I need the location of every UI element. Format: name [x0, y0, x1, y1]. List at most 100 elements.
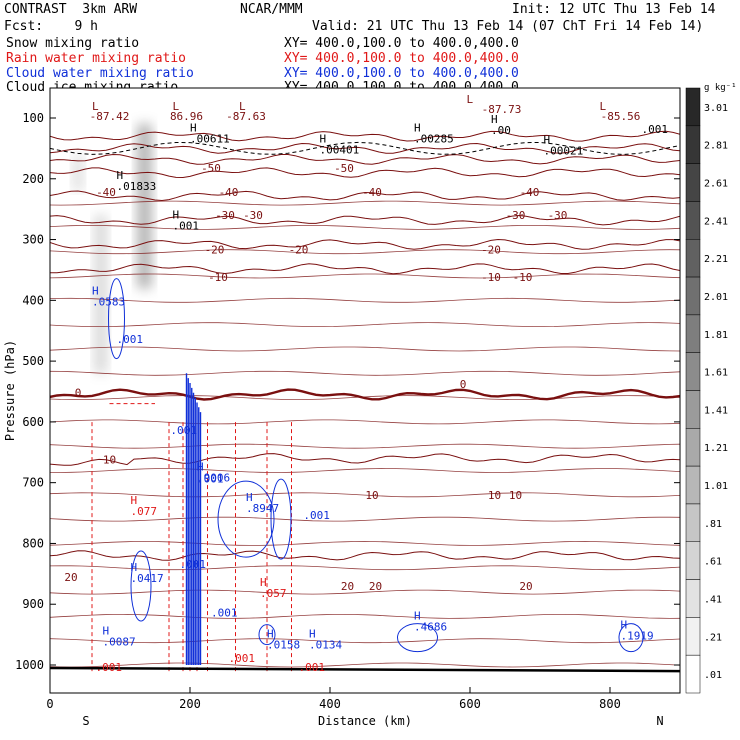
- colorbar-swatch: [685, 654, 701, 694]
- endpoint-left-label: S: [82, 714, 89, 728]
- extremum-value: .8947: [246, 502, 279, 515]
- isotherm-label: 86.96: [170, 110, 203, 123]
- isotherm-label: 20: [369, 580, 382, 593]
- isotherm: [50, 224, 680, 230]
- x-tick-label: 800: [599, 697, 621, 711]
- isotherm-label: -40: [96, 186, 116, 199]
- isotherm-label: -10: [513, 271, 533, 284]
- isotherm-label: 20: [341, 580, 354, 593]
- colorbar-label: .41: [704, 594, 722, 605]
- colorbar-label: .61: [704, 557, 722, 568]
- colorbar-swatch: [685, 239, 701, 278]
- extremum-value: .00021: [544, 145, 584, 158]
- extremum-marker: L: [600, 100, 607, 113]
- isotherm: [50, 370, 680, 376]
- extremum-marker: H: [544, 134, 551, 147]
- init-time: Init: 12 UTC Thu 13 Feb 14: [512, 2, 716, 17]
- model-title: CONTRAST 3km ARW: [4, 2, 138, 17]
- y-tick-label: 1000: [15, 658, 44, 672]
- field-label-rain: Rain water mixing ratio: [6, 51, 187, 66]
- cloud-water-contour: [217, 480, 275, 558]
- contour-label: .001: [96, 661, 123, 674]
- colorbar-label: .81: [704, 519, 722, 530]
- contour-labels: -87.42 86.96 -87.63 -87.73 -85.56 -50 -50 -40 -4…: [64, 93, 668, 674]
- center-label: NCAR/MMM: [240, 2, 303, 17]
- isotherm: [50, 468, 680, 473]
- moisture-contours: [50, 141, 680, 672]
- contour-label: .001: [117, 333, 144, 346]
- isotherm-label: -50: [334, 162, 354, 175]
- valid-time: Valid: 21 UTC Thu 13 Feb 14 (07 ChT Fri …: [312, 19, 704, 34]
- isotherm-label: -10: [481, 271, 501, 284]
- extremum-marker: L: [467, 93, 474, 106]
- isotherm-label: -87.42: [90, 110, 130, 123]
- extremum-marker: H: [320, 132, 327, 145]
- isotherm: [50, 130, 680, 142]
- extremum-marker: H: [131, 561, 138, 574]
- x-axis-label: Distance (km): [318, 714, 412, 728]
- isotherm: [50, 322, 680, 327]
- colorbar-label: 1.81: [704, 330, 728, 341]
- extremum-marker: L: [239, 100, 246, 113]
- extremum-marker: H: [621, 619, 628, 632]
- extremum-value: .0087: [103, 636, 136, 649]
- field-xy-cloud-water: XY= 400.0,100.0 to 400.0,400.0: [284, 66, 519, 81]
- colorbar-swatch: [685, 314, 701, 353]
- contour-label: .001: [299, 661, 326, 674]
- colorbar-label: 2.21: [704, 254, 728, 265]
- isotherm: [50, 388, 680, 401]
- terrain-line: [49, 666, 681, 673]
- extremum-value: .057: [260, 587, 287, 600]
- colorbar-label: 1.21: [704, 443, 728, 454]
- y-tick-label: 500: [22, 354, 44, 368]
- isotherm-label: 20: [519, 580, 532, 593]
- isotherm-label: 10: [103, 454, 116, 467]
- isotherm: [50, 273, 680, 279]
- extremum-marker: H: [260, 576, 267, 589]
- isotherm-label: -10: [208, 271, 228, 284]
- isotherm-label: -30: [548, 209, 568, 222]
- x-tick-label: 0: [46, 697, 53, 711]
- isotherm: [50, 550, 680, 561]
- colorbar-swatch: [685, 541, 701, 580]
- isotherm: [50, 662, 680, 668]
- colorbar-label: 1.41: [704, 405, 728, 416]
- extremum-value: .0134: [309, 639, 342, 652]
- isotherm-label: 0: [460, 378, 467, 391]
- cloud-water-contour: [130, 550, 152, 622]
- isotherm-label: -30: [506, 209, 526, 222]
- isotherm: [50, 214, 680, 226]
- plot-frame: [49, 87, 681, 694]
- colorbar-swatch: [685, 503, 701, 542]
- extremum-value: .001: [173, 219, 200, 232]
- isotherm: [50, 142, 680, 154]
- isotherm-label: -40: [520, 186, 540, 199]
- isotherm-label: -20: [289, 243, 309, 256]
- isotherm-label: -87.73: [482, 103, 522, 116]
- extremum-value: .0417: [131, 572, 164, 585]
- colorbar-swatch: [685, 87, 701, 127]
- isotherm-label: -40: [362, 186, 382, 199]
- field-xy-snow: XY= 400.0,100.0 to 400.0,400.0: [284, 36, 519, 51]
- extremum-value: .00401: [320, 143, 360, 156]
- cloud-water-contour: [258, 624, 276, 646]
- colorbar-unit: g kg⁻¹: [704, 83, 737, 93]
- extremum-value: .1919: [621, 630, 654, 643]
- extremum-value: .00611: [190, 132, 230, 145]
- isotherm: [50, 492, 680, 498]
- extremum-value: .0158: [267, 639, 300, 652]
- cloud-water-contour: [618, 623, 644, 653]
- colorbar-label: 2.01: [704, 292, 728, 303]
- isotherm: [50, 419, 680, 425]
- colorbar-label: .01: [704, 670, 722, 681]
- colorbar-label: 1.01: [704, 481, 728, 492]
- contour-label: .001: [180, 558, 207, 571]
- snow-plume: [92, 215, 110, 374]
- isotherm: [50, 638, 680, 644]
- colorbar-label: 3.01: [704, 103, 728, 114]
- isotherm: [50, 443, 680, 449]
- y-tick-label: 900: [22, 597, 44, 611]
- x-tick-label: 200: [179, 697, 201, 711]
- isotherm-label: -50: [201, 162, 221, 175]
